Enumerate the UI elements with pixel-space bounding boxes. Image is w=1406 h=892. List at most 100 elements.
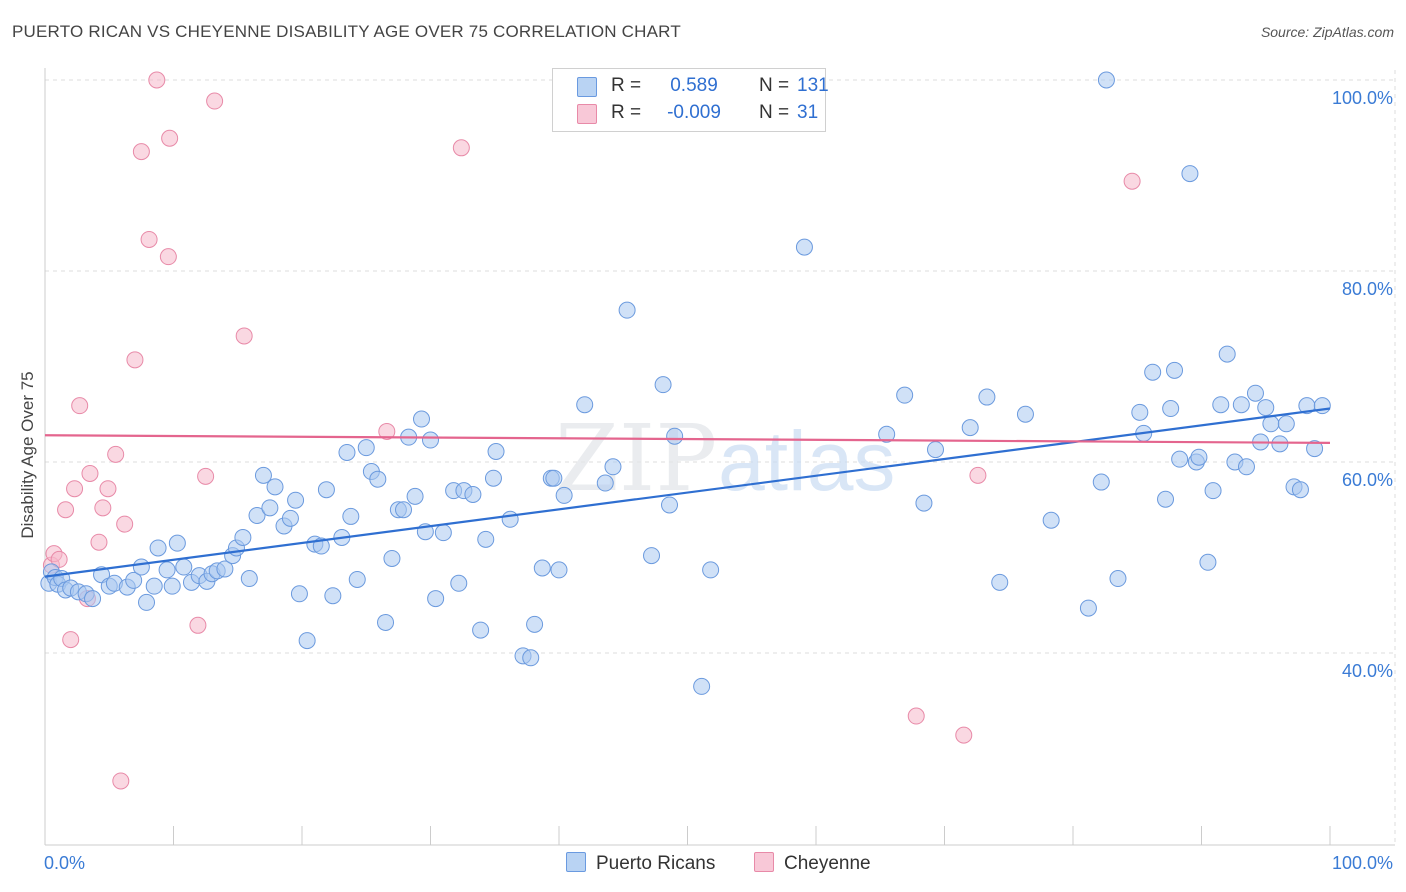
chart-title: PUERTO RICAN VS CHEYENNE DISABILITY AGE … — [12, 22, 681, 41]
puerto-rican-point — [1157, 490, 1175, 508]
puerto-rican-point — [661, 496, 679, 514]
puerto-rican-point — [666, 427, 684, 445]
source-label: Source: ZipAtlas.com — [1260, 24, 1394, 40]
puerto-rican-point — [693, 677, 711, 695]
puerto-rican-point — [281, 509, 299, 527]
r-label: R = — [611, 75, 642, 96]
legend-swatch-blue — [577, 77, 597, 97]
legend-label: Cheyenne — [784, 853, 871, 874]
cheyenne-points — [42, 71, 1141, 790]
puerto-rican-point — [338, 443, 356, 461]
puerto-rican-point — [168, 534, 186, 552]
puerto-rican-point — [1181, 165, 1199, 183]
cheyenne-point — [81, 464, 99, 482]
puerto-rican-point — [1109, 570, 1127, 588]
puerto-rican-point — [266, 478, 284, 496]
puerto-rican-point — [795, 238, 813, 256]
cheyenne-point — [126, 351, 144, 369]
puerto-rican-point — [1199, 553, 1217, 571]
puerto-rican-point — [1079, 599, 1097, 617]
puerto-rican-point — [290, 585, 308, 603]
cheyenne-trend-line — [44, 434, 1331, 444]
correlation-legend: R = 0.589 N = 131 R = -0.009 N = 31 — [552, 68, 829, 132]
puerto-rican-point — [1016, 405, 1034, 423]
puerto-rican-point — [1218, 345, 1236, 363]
puerto-rican-point — [357, 439, 375, 457]
puerto-rican-trend-line — [44, 407, 1331, 578]
cheyenne-point — [235, 327, 253, 345]
puerto-rican-point — [1131, 403, 1149, 421]
puerto-rican-point — [369, 470, 387, 488]
puerto-rican-point — [555, 486, 573, 504]
cheyenne-point — [90, 533, 108, 551]
puerto-rican-point — [576, 396, 594, 414]
trend-lines — [44, 407, 1331, 578]
puerto-rican-point — [248, 506, 266, 524]
puerto-rican-point — [254, 466, 272, 484]
y-tick-label: 80.0% — [1342, 279, 1393, 299]
axes — [44, 68, 1395, 846]
cheyenne-point — [907, 707, 925, 725]
x-tick-label: 100.0% — [1332, 853, 1393, 873]
puerto-rican-point — [618, 301, 636, 319]
puerto-rican-point — [395, 501, 413, 519]
cheyenne-point — [206, 92, 224, 110]
watermark-zip: ZIP — [555, 405, 717, 512]
puerto-rican-point — [422, 431, 439, 449]
puerto-rican-point — [927, 441, 945, 459]
puerto-rican-point — [317, 481, 335, 499]
puerto-rican-point — [654, 376, 672, 394]
puerto-rican-point — [348, 570, 366, 588]
puerto-rican-point — [450, 574, 468, 592]
puerto-rican-point — [1277, 415, 1295, 433]
puerto-rican-point — [234, 528, 252, 546]
puerto-rican-point — [643, 547, 661, 565]
n-value: 31 — [797, 102, 819, 123]
puerto-rican-point — [149, 539, 167, 557]
puerto-rican-point — [915, 494, 933, 512]
cheyenne-point — [452, 139, 470, 157]
puerto-rican-point — [896, 386, 914, 404]
puerto-rican-point — [477, 530, 495, 548]
puerto-rican-point — [1144, 363, 1162, 381]
cheyenne-point — [197, 467, 215, 485]
puerto-rican-point — [1204, 482, 1222, 500]
legend-item-cheyenne: Cheyenne — [754, 852, 871, 875]
cheyenne-point — [189, 616, 207, 634]
puerto-rican-point — [406, 487, 424, 505]
puerto-rican-point — [1291, 481, 1309, 499]
puerto-rican-point — [383, 549, 401, 567]
x-tick-label: 0.0% — [44, 853, 85, 873]
puerto-rican-point — [604, 458, 622, 476]
cheyenne-point — [71, 397, 89, 415]
legend-swatch-blue — [566, 852, 586, 872]
r-value: -0.009 — [667, 102, 721, 123]
cheyenne-point — [969, 466, 987, 484]
puerto-rican-point — [1262, 415, 1280, 433]
puerto-rican-point — [1237, 458, 1255, 476]
puerto-rican-point — [175, 558, 193, 576]
puerto-rican-point — [1232, 396, 1250, 414]
cheyenne-point — [140, 230, 158, 248]
puerto-rican-point — [1042, 511, 1060, 529]
puerto-rican-point — [596, 474, 614, 492]
puerto-rican-point — [522, 649, 540, 667]
cheyenne-point — [159, 248, 177, 266]
puerto-rican-point — [145, 577, 163, 595]
puerto-rican-point — [487, 442, 505, 460]
r-value: 0.589 — [670, 75, 718, 96]
legend-label: Puerto Ricans — [596, 853, 716, 874]
puerto-rican-point — [1171, 450, 1189, 468]
cheyenne-point — [161, 129, 179, 147]
y-axis-label: Disability Age Over 75 — [18, 371, 37, 538]
puerto-rican-point — [163, 577, 181, 595]
puerto-rican-point — [533, 559, 551, 577]
cheyenne-point — [94, 499, 112, 517]
puerto-rican-point — [1097, 71, 1115, 89]
cheyenne-point — [50, 550, 68, 568]
puerto-rican-point — [84, 590, 102, 608]
puerto-rican-point — [961, 419, 979, 437]
n-value: 131 — [797, 75, 829, 96]
puerto-rican-point — [1092, 473, 1110, 491]
